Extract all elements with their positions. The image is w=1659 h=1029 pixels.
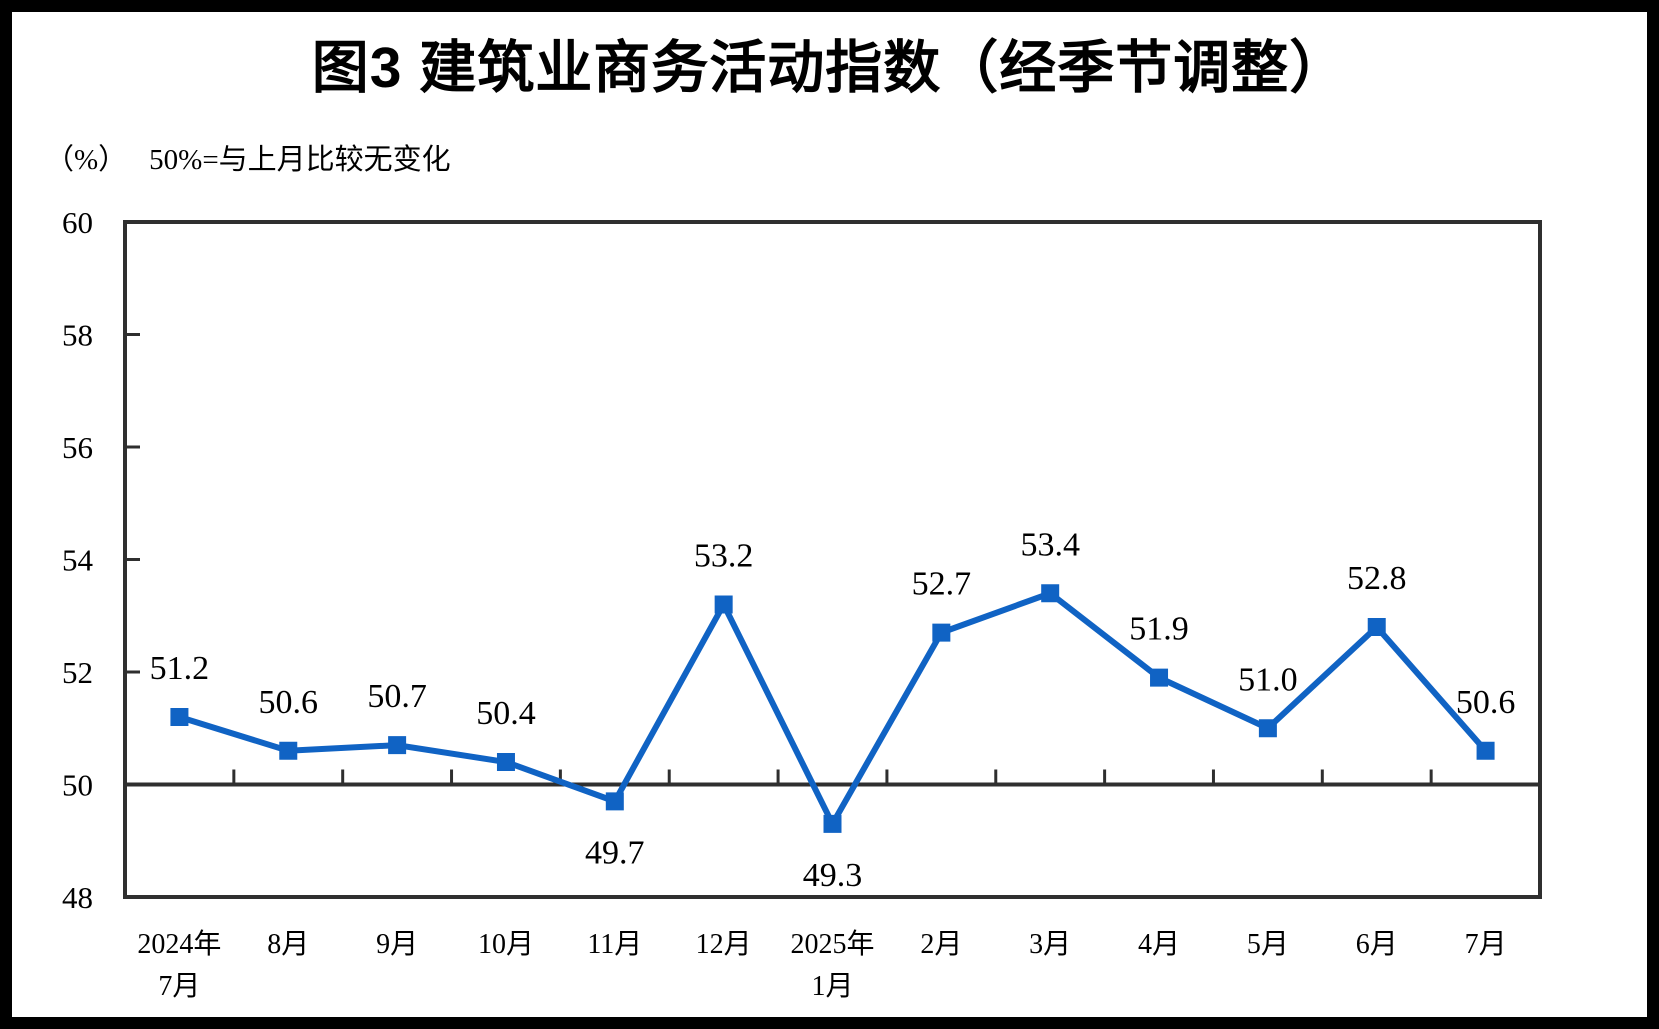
data-point-marker xyxy=(1041,584,1060,603)
x-axis-label: 2月 xyxy=(920,929,962,960)
y-axis-label: 56 xyxy=(62,430,93,465)
y-axis-label: 50 xyxy=(62,768,93,803)
data-point-label: 52.7 xyxy=(912,566,972,603)
x-axis-label: 9月 xyxy=(376,929,418,960)
y-axis-label: 52 xyxy=(62,655,93,690)
data-point-marker xyxy=(714,595,733,614)
data-point-marker xyxy=(932,623,951,642)
x-axis-label-line2: 7月 xyxy=(158,971,200,1002)
y-axis-label: 58 xyxy=(62,318,93,353)
data-point-marker xyxy=(1367,618,1386,636)
data-point-marker xyxy=(279,741,298,760)
data-point-label: 50.6 xyxy=(1456,684,1516,721)
x-axis-label: 2024年 xyxy=(137,928,221,960)
data-point-label: 49.3 xyxy=(803,857,863,894)
x-axis-label: 8月 xyxy=(267,929,309,960)
x-axis-label: 2025年 xyxy=(790,928,874,960)
data-point-label: 51.2 xyxy=(150,650,210,687)
x-axis-label: 6月 xyxy=(1356,929,1398,960)
data-point-marker xyxy=(605,792,624,811)
plot-border xyxy=(123,220,1542,899)
x-axis-label: 11月 xyxy=(587,929,642,960)
data-point-marker xyxy=(1476,741,1495,760)
data-point-marker xyxy=(1150,668,1169,687)
data-point-label: 50.4 xyxy=(476,695,536,732)
data-point-marker xyxy=(388,736,407,755)
x-axis-label: 3月 xyxy=(1029,929,1071,960)
data-point-marker xyxy=(823,814,842,833)
x-axis-label: 5月 xyxy=(1247,929,1289,960)
y-axis-label: 48 xyxy=(62,880,93,915)
data-point-marker xyxy=(1258,719,1277,738)
x-axis-label: 4月 xyxy=(1138,929,1180,960)
x-axis-label: 12月 xyxy=(696,929,752,960)
x-axis-label: 10月 xyxy=(478,929,534,960)
x-axis-label: 7月 xyxy=(1465,929,1507,960)
data-point-marker xyxy=(170,708,189,726)
data-point-label: 53.2 xyxy=(694,538,754,575)
reference-note: 50%=与上月比较无变化 xyxy=(149,144,451,176)
unit-label: （%） xyxy=(45,144,128,176)
y-axis-label: 60 xyxy=(62,205,93,240)
data-point-label: 50.7 xyxy=(367,678,427,715)
data-point-label: 49.7 xyxy=(585,834,645,871)
chart-title: 图3 建筑业商务活动指数（经季节调整） xyxy=(311,36,1348,100)
data-point-marker xyxy=(496,753,515,771)
x-axis-label-line2: 1月 xyxy=(811,971,853,1002)
data-point-label: 51.0 xyxy=(1238,661,1298,698)
data-point-label: 52.8 xyxy=(1347,560,1407,597)
y-axis-label: 54 xyxy=(62,543,94,578)
data-point-label: 51.9 xyxy=(1129,611,1189,648)
data-point-label: 50.6 xyxy=(259,684,319,721)
data-point-label: 53.4 xyxy=(1020,526,1080,563)
chart-subtitle: （%） 50%=与上月比较无变化 xyxy=(45,136,451,178)
